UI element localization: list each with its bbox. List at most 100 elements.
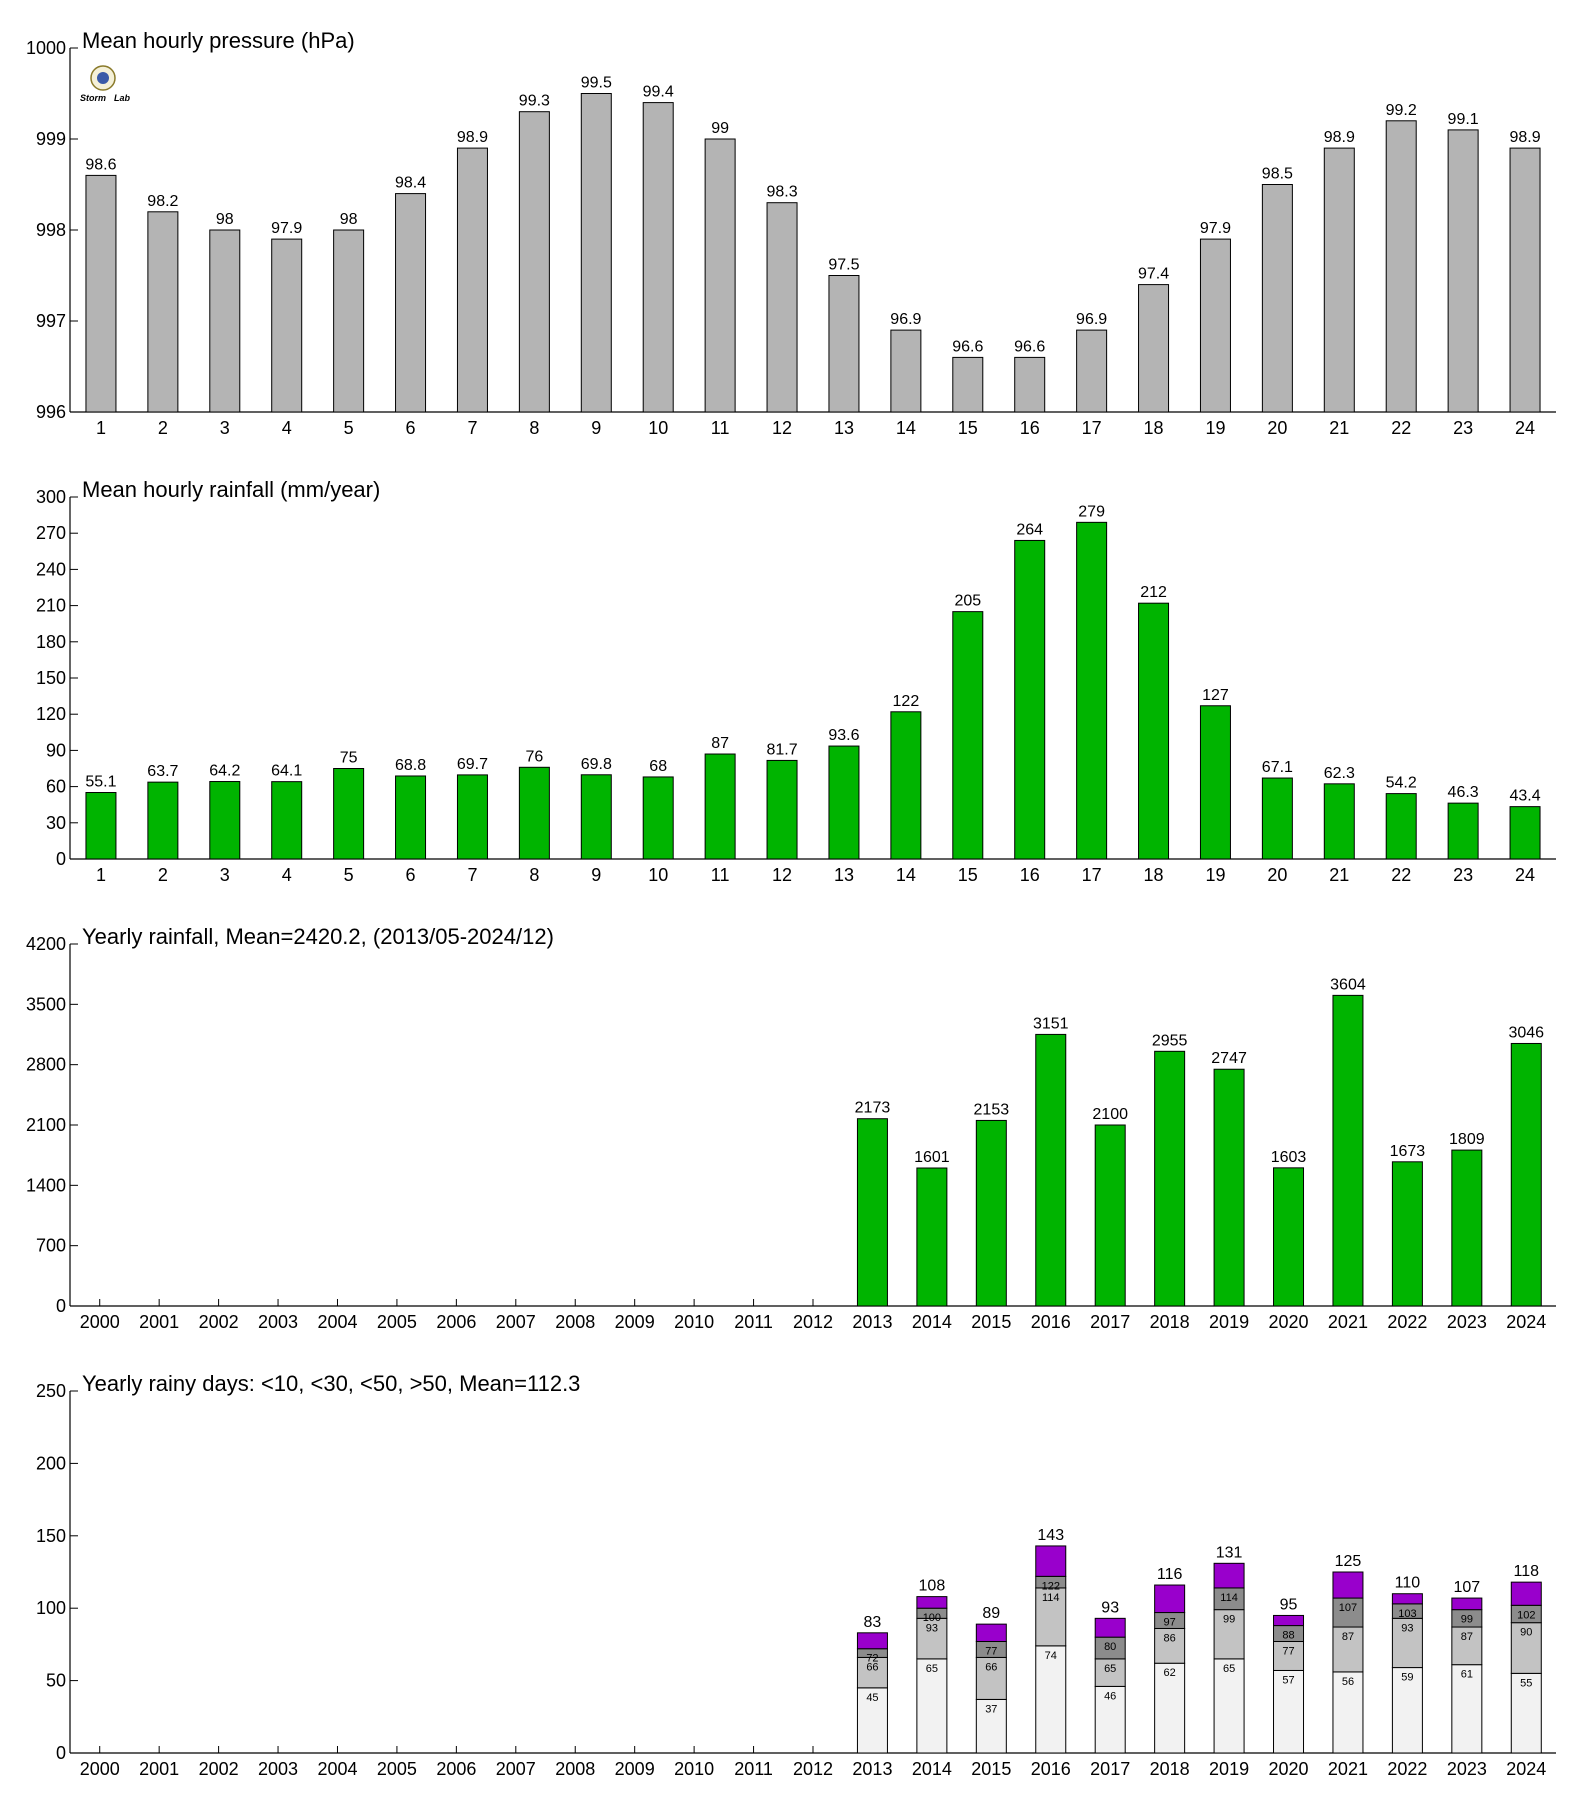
segment-label-lt30: 114: [1042, 1592, 1060, 1604]
bar-segment-gt50: [1510, 1581, 1542, 1606]
bar: [85, 792, 117, 860]
segment-label-lt10: 61: [1461, 1669, 1473, 1681]
total-label: 89: [982, 1605, 1000, 1622]
segment-label-lt30: 87: [1342, 1631, 1354, 1643]
x-tick-label: 16: [1020, 865, 1040, 885]
bar: [1385, 120, 1417, 413]
bar-segment-lt30: [1332, 1626, 1364, 1673]
bar: [1447, 129, 1479, 413]
bar-segment-lt30: [1094, 1658, 1126, 1687]
x-tick-label: 2024: [1506, 1312, 1546, 1332]
x-tick-label: 2003: [258, 1312, 298, 1332]
data-label: 64.2: [209, 763, 240, 780]
segment-label-lt10: 55: [1520, 1677, 1532, 1689]
segment-label-lt50: 103: [1398, 1608, 1416, 1620]
yearly-rainfall-chart: Yearly rainfall, Mean=2420.2, (2013/05-2…: [26, 924, 1556, 1332]
x-tick-label: 2018: [1150, 1312, 1190, 1332]
segment-label-lt10: 65: [926, 1663, 938, 1675]
x-tick-label: 2008: [555, 1312, 595, 1332]
data-label: 98.4: [395, 175, 426, 192]
data-label: 93.6: [828, 727, 859, 744]
chart-title: Mean hourly rainfall (mm/year): [82, 477, 380, 502]
bar: [1510, 1042, 1542, 1307]
segment-label-lt30: 66: [866, 1661, 878, 1673]
x-tick-label: 1: [96, 418, 106, 438]
bar: [890, 711, 922, 860]
x-tick-label: 22: [1391, 418, 1411, 438]
bar-segment-gt50: [1273, 1614, 1305, 1627]
segment-label-lt10: 57: [1282, 1674, 1294, 1686]
bar: [642, 102, 674, 413]
bar-segment-lt30: [1391, 1617, 1423, 1669]
total-label: 83: [864, 1614, 882, 1631]
chart-title: Mean hourly pressure (hPa): [82, 28, 355, 53]
data-label: 62.3: [1324, 765, 1355, 782]
x-tick-label: 14: [896, 418, 916, 438]
x-tick-label: 15: [958, 865, 978, 885]
data-label: 2747: [1211, 1050, 1247, 1067]
x-tick-label: 1: [96, 865, 106, 885]
x-tick-label: 2021: [1328, 1759, 1368, 1779]
bar: [271, 238, 303, 413]
bar-segment-gt50: [1213, 1562, 1245, 1589]
data-label: 1809: [1449, 1131, 1485, 1148]
x-tick-label: 2020: [1268, 1759, 1308, 1779]
x-tick-label: 2022: [1387, 1312, 1427, 1332]
data-label: 98.3: [766, 184, 797, 201]
x-tick-label: 2017: [1090, 1759, 1130, 1779]
bar-segment-lt10: [975, 1698, 1007, 1754]
bar: [1076, 329, 1108, 413]
data-label: 69.8: [581, 756, 612, 773]
bar-segment-lt10: [916, 1658, 948, 1754]
x-tick-label: 18: [1144, 418, 1164, 438]
x-tick-label: 6: [406, 418, 416, 438]
segment-label-lt30: 90: [1520, 1627, 1532, 1639]
data-label: 2153: [974, 1101, 1010, 1118]
x-tick-label: 2015: [971, 1759, 1011, 1779]
bar-segment-gt50: [1391, 1593, 1423, 1605]
bar: [271, 781, 303, 860]
data-label: 97.9: [271, 220, 302, 237]
data-label: 1601: [914, 1149, 950, 1166]
x-tick-label: 19: [1205, 418, 1225, 438]
bar: [1451, 1149, 1483, 1307]
data-label: 2173: [855, 1100, 891, 1117]
y-tick-label: 270: [36, 523, 66, 543]
data-label: 96.6: [952, 338, 983, 355]
bar-segment-gt50: [975, 1623, 1007, 1643]
x-tick-label: 2011: [734, 1312, 773, 1332]
y-tick-label: 120: [36, 704, 66, 724]
segment-label-lt50: 99: [1461, 1614, 1473, 1626]
data-label: 3151: [1033, 1015, 1069, 1032]
data-label: 264: [1016, 521, 1043, 538]
data-label: 205: [954, 593, 981, 610]
bar: [856, 1118, 888, 1307]
data-label: 43.4: [1509, 788, 1540, 805]
x-tick-label: 18: [1144, 865, 1164, 885]
x-tick-label: 2004: [317, 1312, 357, 1332]
bar: [1138, 284, 1170, 413]
total-label: 116: [1157, 1566, 1183, 1583]
y-tick-label: 1000: [26, 38, 66, 58]
bar-segment-gt50: [856, 1632, 888, 1650]
bar-segment-lt50: [1332, 1597, 1364, 1628]
yearly-rainy-days-chart: Yearly rainy days: <10, <30, <50, >50, M…: [36, 1371, 1556, 1779]
chart-title: Yearly rainfall, Mean=2420.2, (2013/05-2…: [82, 924, 554, 949]
x-tick-label: 2014: [912, 1759, 952, 1779]
bar-segment-lt30: [975, 1656, 1007, 1700]
x-tick-label: 2013: [852, 1312, 892, 1332]
y-tick-label: 240: [36, 559, 66, 579]
data-label: 96.9: [1076, 311, 1107, 328]
bar: [704, 138, 736, 413]
segment-label-lt30: 99: [1223, 1614, 1235, 1626]
total-label: 125: [1335, 1553, 1362, 1570]
bar: [704, 753, 736, 860]
x-tick-label: 8: [529, 865, 539, 885]
y-tick-label: 0: [56, 849, 66, 869]
segment-label-lt50: 102: [1517, 1609, 1535, 1621]
chart-title: Yearly rainy days: <10, <30, <50, >50, M…: [82, 1371, 580, 1396]
bar: [395, 193, 427, 413]
mean-hourly-pressure-chart: Mean hourly pressure (hPa)99699799899910…: [26, 28, 1556, 438]
logo-seal-inner-icon: [97, 72, 109, 84]
bar: [916, 1167, 948, 1307]
